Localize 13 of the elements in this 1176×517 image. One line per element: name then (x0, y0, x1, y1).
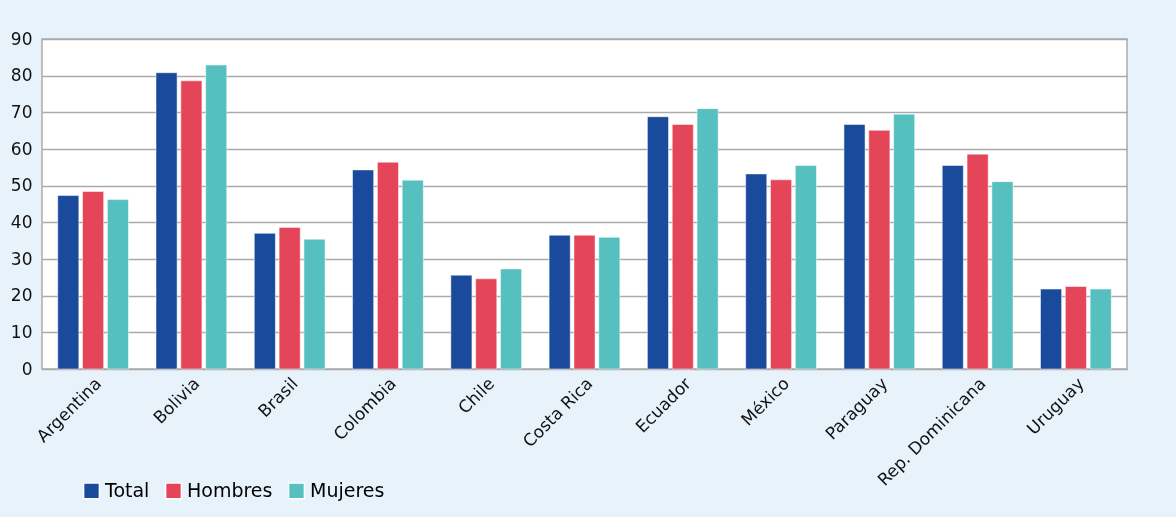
y-tick-label: 10 (10, 321, 33, 342)
y-tick-label: 40 (10, 211, 33, 232)
y-tick-label: 60 (10, 138, 33, 159)
legend-label: Hombres (187, 478, 273, 501)
legend-label: Total (104, 478, 150, 501)
y-tick-label: 20 (10, 285, 33, 306)
y-tick-label: 50 (10, 175, 33, 196)
y-tick-label: 80 (10, 65, 33, 86)
legend-label: Mujeres (310, 478, 385, 501)
y-tick-label: 30 (10, 248, 33, 269)
y-tick-label: 90 (10, 28, 33, 49)
y-tick-label: 0 (21, 358, 33, 379)
y-tick-label: 70 (10, 101, 33, 122)
